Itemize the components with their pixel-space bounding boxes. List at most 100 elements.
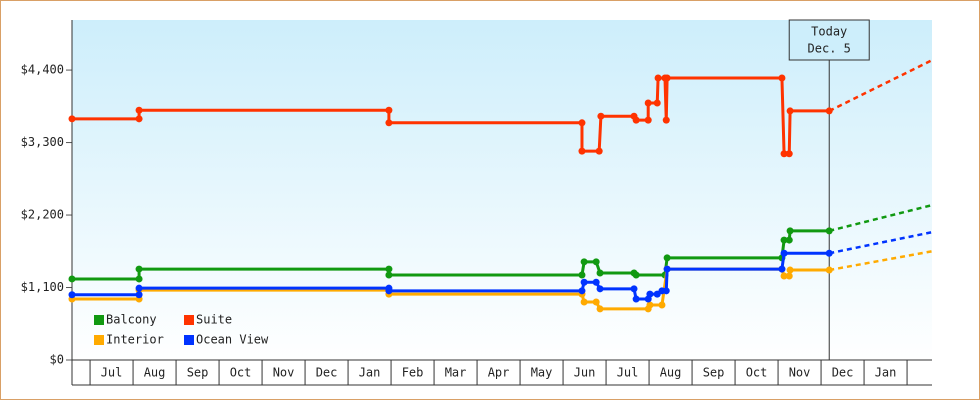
price-point: [385, 287, 393, 295]
x-tick-label: Sep: [703, 366, 725, 380]
legend-swatch: [94, 335, 104, 345]
price-point: [786, 266, 794, 274]
price-point: [592, 258, 600, 266]
price-point: [825, 249, 833, 257]
price-point: [662, 287, 670, 295]
price-point: [825, 266, 833, 274]
today-box: [788, 19, 870, 61]
price-point: [658, 301, 666, 309]
price-point: [385, 106, 393, 114]
x-tick-label: Dec: [832, 366, 854, 380]
price-point: [578, 271, 586, 279]
legend-label: Interior: [106, 333, 164, 347]
price-point: [578, 119, 586, 127]
price-point: [780, 272, 788, 280]
price-point: [596, 305, 604, 313]
price-point: [385, 265, 393, 273]
price-point: [785, 272, 793, 280]
price-point: [580, 298, 588, 306]
legend-label: Suite: [196, 313, 232, 327]
price-point: [135, 265, 143, 273]
x-tick-label: Apr: [488, 366, 510, 380]
legend-label: Balcony: [106, 313, 157, 327]
today-label: Dec. 5: [808, 42, 851, 56]
x-tick-label: Sep: [187, 366, 209, 380]
x-tick-label: Oct: [746, 366, 768, 380]
price-point: [646, 290, 654, 298]
price-point: [135, 291, 143, 299]
price-point: [780, 249, 788, 257]
price-point: [578, 147, 586, 155]
legend-label: Ocean View: [196, 333, 269, 347]
price-point: [592, 298, 600, 306]
x-tick-label: Dec: [316, 366, 338, 380]
price-point: [644, 116, 652, 124]
price-point: [592, 278, 600, 286]
price-point: [135, 275, 143, 283]
price-point: [663, 265, 671, 273]
x-tick-label: Nov: [789, 366, 811, 380]
x-tick-label: Mar: [445, 366, 467, 380]
y-tick-label: $4,400: [21, 63, 64, 77]
plot-background: [72, 20, 932, 360]
price-point: [632, 271, 640, 279]
price-point: [630, 285, 638, 293]
legend-swatch: [184, 315, 194, 325]
price-point: [580, 278, 588, 286]
price-point: [663, 254, 671, 262]
x-tick-label: Nov: [273, 366, 295, 380]
today-label: Today: [811, 25, 847, 39]
x-tick-label: Oct: [230, 366, 252, 380]
price-point: [644, 99, 652, 107]
price-point: [68, 275, 76, 283]
price-point: [135, 106, 143, 114]
price-point: [654, 74, 662, 82]
legend-swatch: [184, 335, 194, 345]
price-point: [786, 107, 794, 115]
y-tick-label: $2,200: [21, 208, 64, 222]
price-point: [595, 147, 603, 155]
price-point: [785, 236, 793, 244]
price-point: [778, 265, 786, 273]
forecast-line: [828, 59, 933, 113]
x-tick-label: Jul: [617, 366, 639, 380]
price-point: [596, 269, 604, 277]
price-point: [663, 74, 671, 82]
price-point: [632, 116, 640, 124]
x-tick-label: Jul: [101, 366, 123, 380]
price-point: [597, 112, 605, 120]
x-tick-label: Aug: [144, 366, 166, 380]
price-point: [646, 301, 654, 309]
price-point: [825, 227, 833, 235]
price-point: [385, 271, 393, 279]
price-point: [135, 115, 143, 123]
price-point: [385, 119, 393, 127]
x-tick-label: Aug: [660, 366, 682, 380]
price-point: [578, 287, 586, 295]
price-point: [780, 150, 788, 158]
price-point: [662, 116, 670, 124]
price-point: [825, 107, 833, 115]
price-point: [786, 227, 794, 235]
price-point: [632, 295, 640, 303]
price-point: [596, 285, 604, 293]
price-point: [778, 74, 786, 82]
price-point: [780, 236, 788, 244]
x-tick-label: Jan: [359, 366, 381, 380]
x-tick-label: Feb: [402, 366, 424, 380]
price-point: [135, 284, 143, 292]
price-point: [68, 291, 76, 299]
x-tick-label: Jun: [574, 366, 596, 380]
price-point: [580, 258, 588, 266]
price-point: [785, 150, 793, 158]
price-point: [68, 115, 76, 123]
y-tick-label: $0: [50, 353, 64, 367]
y-tick-label: $3,300: [21, 135, 64, 149]
x-tick-label: Jan: [875, 366, 897, 380]
y-tick-label: $1,100: [21, 280, 64, 294]
x-tick-label: May: [531, 366, 553, 380]
legend-swatch: [94, 315, 104, 325]
price-point: [653, 99, 661, 107]
